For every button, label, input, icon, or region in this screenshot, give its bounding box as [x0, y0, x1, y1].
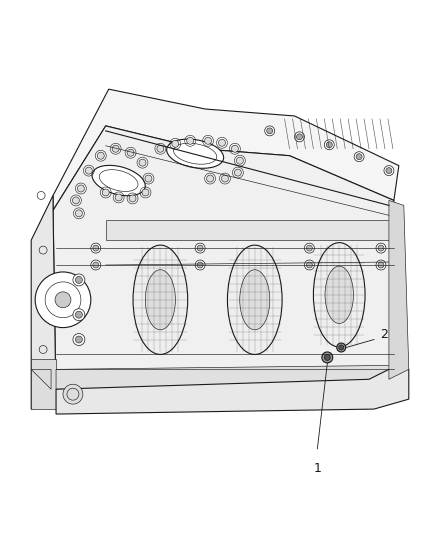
Circle shape — [73, 334, 85, 345]
Circle shape — [322, 352, 333, 363]
Circle shape — [376, 243, 386, 253]
Polygon shape — [389, 200, 409, 379]
Ellipse shape — [325, 266, 353, 324]
Ellipse shape — [227, 245, 282, 354]
Circle shape — [129, 195, 136, 202]
Circle shape — [102, 189, 109, 196]
Circle shape — [63, 384, 83, 404]
Circle shape — [142, 189, 149, 196]
Circle shape — [75, 210, 82, 217]
Circle shape — [219, 139, 226, 146]
Circle shape — [294, 132, 304, 142]
Circle shape — [55, 292, 71, 308]
Circle shape — [307, 245, 312, 251]
Circle shape — [304, 243, 314, 253]
Circle shape — [97, 152, 104, 159]
Circle shape — [91, 243, 101, 253]
Circle shape — [356, 154, 362, 160]
Circle shape — [354, 152, 364, 161]
Ellipse shape — [167, 139, 224, 168]
Circle shape — [339, 345, 344, 350]
Polygon shape — [56, 384, 399, 404]
Ellipse shape — [92, 165, 145, 196]
Circle shape — [267, 128, 273, 134]
Circle shape — [304, 260, 314, 270]
Circle shape — [237, 157, 244, 164]
Circle shape — [222, 175, 229, 182]
Circle shape — [115, 194, 122, 201]
Polygon shape — [56, 365, 394, 389]
Ellipse shape — [240, 270, 270, 330]
Circle shape — [324, 354, 330, 360]
Circle shape — [297, 134, 303, 140]
Circle shape — [207, 175, 214, 182]
Ellipse shape — [314, 243, 365, 347]
Circle shape — [93, 262, 99, 268]
Circle shape — [78, 185, 85, 192]
Circle shape — [93, 245, 99, 251]
Circle shape — [197, 245, 203, 251]
Polygon shape — [31, 359, 56, 409]
Circle shape — [378, 245, 384, 251]
Circle shape — [75, 336, 82, 343]
Circle shape — [195, 243, 205, 253]
Polygon shape — [53, 126, 394, 404]
Circle shape — [376, 260, 386, 270]
Circle shape — [145, 175, 152, 182]
Circle shape — [265, 126, 275, 136]
Circle shape — [205, 138, 212, 144]
Polygon shape — [56, 365, 409, 414]
Circle shape — [139, 159, 146, 166]
Circle shape — [75, 277, 82, 284]
Circle shape — [85, 167, 92, 174]
Polygon shape — [53, 89, 399, 211]
Circle shape — [112, 146, 119, 152]
Ellipse shape — [145, 270, 175, 330]
Circle shape — [187, 138, 194, 144]
Circle shape — [231, 146, 238, 152]
Circle shape — [234, 169, 241, 176]
Circle shape — [384, 166, 394, 175]
Circle shape — [157, 146, 164, 152]
Circle shape — [75, 311, 82, 318]
Circle shape — [307, 262, 312, 268]
Circle shape — [73, 309, 85, 321]
Circle shape — [73, 274, 85, 286]
Polygon shape — [31, 196, 56, 409]
Circle shape — [324, 140, 334, 150]
Circle shape — [127, 149, 134, 156]
Circle shape — [91, 260, 101, 270]
Circle shape — [72, 197, 79, 204]
Circle shape — [172, 140, 179, 147]
Circle shape — [197, 262, 203, 268]
Polygon shape — [106, 220, 389, 240]
Circle shape — [386, 168, 392, 174]
Text: 2: 2 — [380, 328, 388, 341]
Circle shape — [378, 262, 384, 268]
Circle shape — [35, 272, 91, 328]
Circle shape — [195, 260, 205, 270]
Ellipse shape — [133, 245, 188, 354]
Circle shape — [337, 343, 346, 352]
Text: 1: 1 — [314, 462, 321, 475]
Circle shape — [326, 142, 332, 148]
